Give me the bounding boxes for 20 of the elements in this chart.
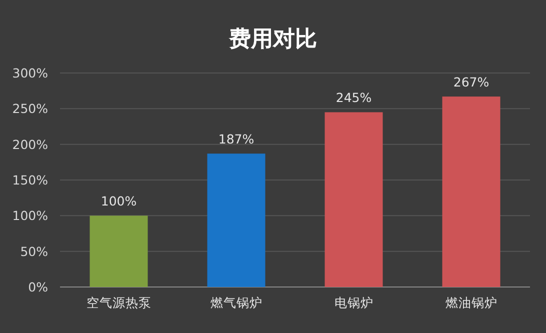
data-label: 267% (453, 74, 490, 90)
bar (90, 216, 148, 287)
data-label: 245% (336, 90, 372, 106)
data-label: 100% (100, 194, 137, 209)
y-tick-label: 250% (12, 101, 48, 116)
x-tick-label: 空气源热泵 (86, 295, 152, 310)
bar (324, 112, 383, 287)
bar (207, 154, 266, 287)
x-tick-label: 燃气锅炉 (210, 295, 262, 310)
x-tick-label: 电锅炉 (334, 295, 374, 310)
y-tick-label: 300% (12, 66, 48, 80)
chart-title: 费用对比 (228, 27, 317, 52)
y-tick-label: 0% (28, 280, 48, 294)
y-tick-label: 200% (12, 136, 48, 152)
y-tick-label: 50% (20, 244, 48, 259)
x-tick-label: 燃油锅炉 (445, 295, 498, 310)
bar (442, 96, 500, 287)
y-tick-label: 150% (12, 172, 48, 188)
y-tick-label: 100% (12, 208, 48, 224)
data-label: 187% (218, 132, 254, 147)
